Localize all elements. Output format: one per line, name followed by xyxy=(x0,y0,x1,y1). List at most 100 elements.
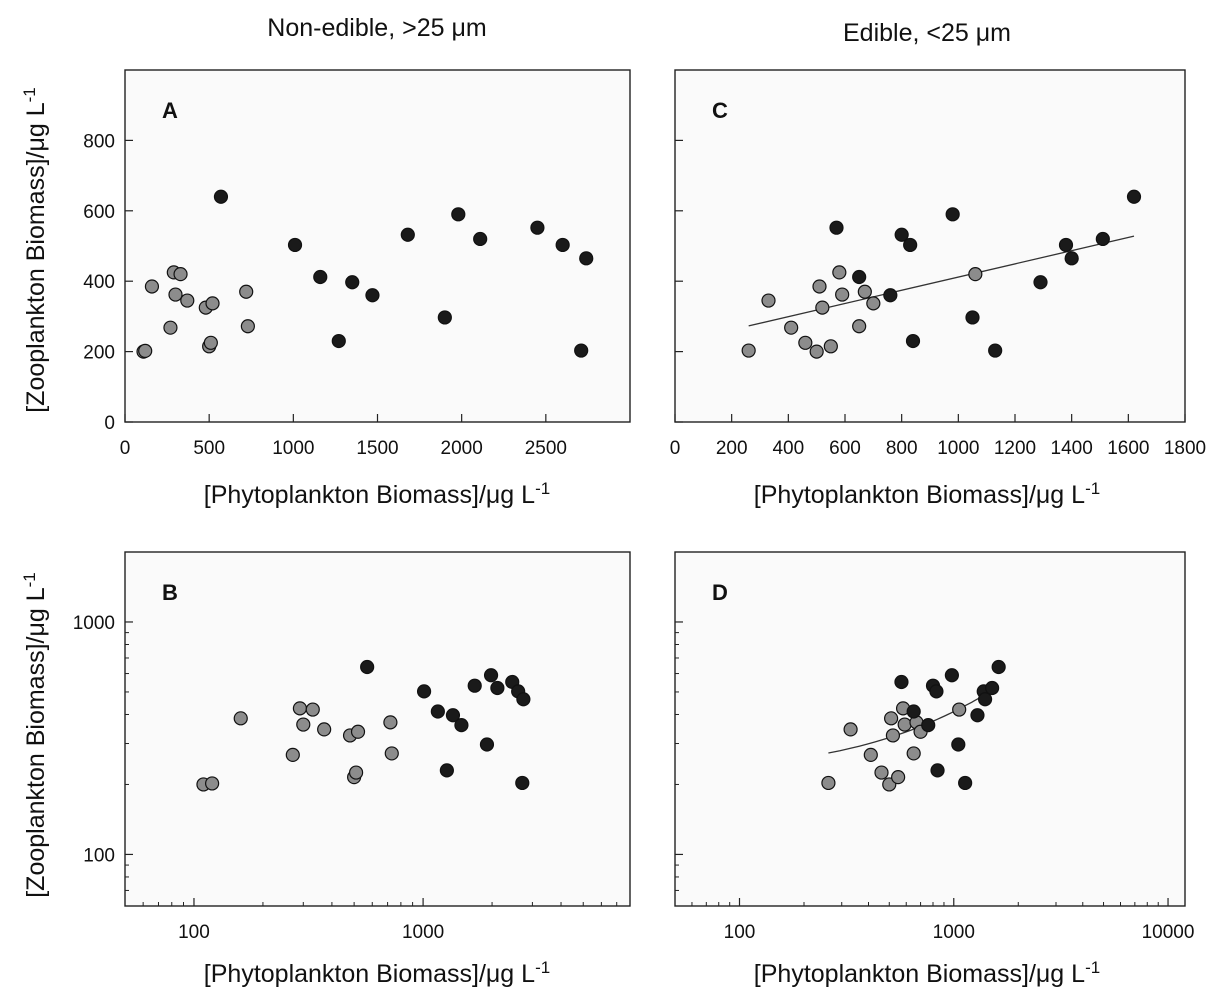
black-data-point xyxy=(579,251,594,266)
gray-data-point xyxy=(741,343,756,358)
x-tick-label: 1200 xyxy=(994,438,1036,459)
black-data-point xyxy=(479,737,495,752)
black-data-point xyxy=(331,333,346,349)
panel-letter: C xyxy=(712,98,728,123)
gray-data-point xyxy=(798,335,813,350)
gray-data-point xyxy=(233,711,248,726)
black-data-point xyxy=(360,659,375,675)
x-tick-label: 500 xyxy=(193,438,225,459)
gray-data-point xyxy=(857,284,872,299)
plot-frame xyxy=(124,551,631,907)
black-data-point xyxy=(473,231,488,247)
panel-letter: A xyxy=(162,98,178,123)
black-data-point xyxy=(1064,251,1079,266)
x-tick-label: 1000 xyxy=(933,922,975,943)
black-data-point xyxy=(574,343,589,358)
black-data-point xyxy=(555,237,570,253)
plot-frame xyxy=(124,69,631,423)
black-data-point xyxy=(829,220,844,235)
black-data-point xyxy=(929,684,944,699)
x-axis-label-b: [Phytoplankton Biomass]/μg L-1 xyxy=(204,958,550,988)
gray-data-point xyxy=(832,265,847,280)
black-data-point xyxy=(365,288,380,303)
y-axis-label-bottom: [Zooplankton Biomass]/μg L-1 xyxy=(20,572,50,898)
x-tick-label: 1000 xyxy=(272,438,314,459)
gray-data-point xyxy=(305,702,320,717)
gray-data-point xyxy=(968,267,983,282)
x-tick-label: 2000 xyxy=(441,438,483,459)
panel-d: D 100 1000 10000 xyxy=(674,551,1194,943)
gray-data-point xyxy=(205,296,220,311)
black-data-point xyxy=(958,775,973,791)
gray-data-point xyxy=(852,319,867,334)
panel-letter: D xyxy=(712,580,728,605)
gray-data-point xyxy=(835,287,850,302)
gray-data-point xyxy=(384,746,399,761)
black-data-point xyxy=(287,237,303,253)
y-tick-label: 200 xyxy=(83,343,115,364)
black-data-point xyxy=(467,678,482,693)
panel-a: A 0 500 1000 1500 2000 2500 0 200 400 600 800 xyxy=(83,69,631,459)
black-data-point xyxy=(965,310,980,325)
black-data-point xyxy=(490,680,505,696)
gray-data-point xyxy=(761,293,776,308)
gray-data-point xyxy=(203,335,218,350)
black-data-point xyxy=(894,227,909,242)
x-tick-label: 0 xyxy=(670,438,681,459)
black-data-point xyxy=(213,189,229,204)
gray-data-point xyxy=(138,343,153,358)
y-tick-label: 0 xyxy=(104,413,115,434)
black-data-point xyxy=(985,680,1000,696)
gray-data-point xyxy=(292,701,308,716)
black-data-point xyxy=(1033,275,1048,290)
x-tick-label: 1000 xyxy=(937,438,979,459)
x-tick-label: 1000 xyxy=(402,922,444,943)
x-tick-label: 1400 xyxy=(1051,438,1093,459)
y-axis-label-top: [Zooplankton Biomass]/μg L-1 xyxy=(20,87,50,413)
black-data-point xyxy=(451,207,466,222)
black-data-point xyxy=(313,269,328,285)
black-data-point xyxy=(1126,189,1142,204)
x-tick-label: 200 xyxy=(716,438,748,459)
black-data-point xyxy=(883,288,898,303)
gray-data-point xyxy=(897,717,912,732)
y-tick-label: 600 xyxy=(83,202,115,223)
panel-c: C 0 200 400 600 800 1000 1200 1400 1600 1800 xyxy=(670,69,1206,459)
gray-data-point xyxy=(317,722,332,737)
gray-data-point xyxy=(285,747,300,763)
y-tick-label: 1000 xyxy=(73,613,115,634)
black-data-point xyxy=(906,704,921,719)
x-axis-label-d: [Phytoplankton Biomass]/μg L-1 xyxy=(754,958,1100,988)
black-data-point xyxy=(921,718,936,733)
black-data-point xyxy=(454,718,469,733)
x-tick-label: 1800 xyxy=(1164,438,1206,459)
gray-data-point xyxy=(809,344,824,359)
gray-data-point xyxy=(812,279,827,294)
fit-line xyxy=(748,235,1135,327)
black-data-point xyxy=(991,659,1006,675)
gray-data-point xyxy=(784,320,799,335)
right-column-title: Edible, <25 μm xyxy=(843,19,1011,47)
gray-data-point xyxy=(350,724,366,739)
black-data-point xyxy=(894,674,909,690)
black-data-point xyxy=(400,227,415,242)
x-tick-label: 1500 xyxy=(356,438,398,459)
black-data-point xyxy=(439,763,454,778)
gray-data-point xyxy=(348,765,364,780)
black-data-point xyxy=(988,343,1003,358)
panel-letter: B xyxy=(162,580,178,605)
gray-data-point xyxy=(952,702,967,717)
black-data-point xyxy=(977,692,993,707)
left-column-title: Non-edible, >25 μm xyxy=(267,14,486,42)
gray-data-point xyxy=(180,293,195,308)
black-data-point xyxy=(945,207,960,222)
black-data-point xyxy=(905,333,921,349)
x-axis-label-c: [Phytoplankton Biomass]/μg L-1 xyxy=(754,479,1100,509)
black-data-point xyxy=(903,237,918,253)
gray-data-point xyxy=(173,267,188,282)
black-data-point xyxy=(944,668,959,683)
x-axis-label-a: [Phytoplankton Biomass]/μg L-1 xyxy=(204,479,550,509)
gray-data-point xyxy=(885,728,901,743)
black-data-point xyxy=(930,763,945,778)
black-data-point xyxy=(515,775,530,791)
